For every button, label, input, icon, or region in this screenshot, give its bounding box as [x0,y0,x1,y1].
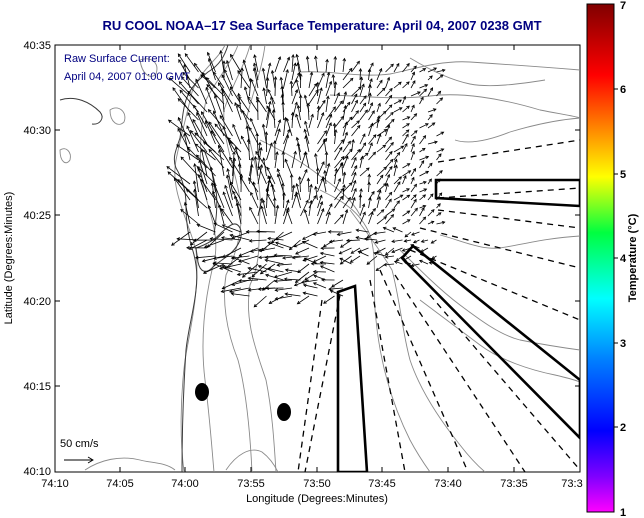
current-vector [283,102,284,120]
y-tick-label: 40:30 [23,125,51,137]
colorbar-label: Temperature (°C) [627,213,639,302]
colorbar-tick-label: 5 [620,169,626,181]
scale-label: 50 cm/s [60,438,99,450]
colorbar-tick-label: 3 [620,338,626,350]
colorbar-tick-label: 7 [620,0,626,12]
colorbar-tick-labels: 7 6 5 4 3 2 1 [620,0,627,518]
x-axis-label: Longitude (Degrees:Minutes) [246,493,388,505]
y-tick-labels: 40:35 40:30 40:25 40:20 40:15 40:10 [23,40,51,478]
y-tick-label: 40:10 [23,466,51,478]
colorbar-tick-label: 4 [620,253,627,265]
y-tick-label: 40:15 [23,381,51,393]
x-tick-label: 73:45 [368,478,396,490]
x-tick-label: 74:05 [106,478,134,490]
x-tick-label: 73:55 [237,478,265,490]
colorbar-tick-label: 2 [620,422,626,434]
x-tick-label: 73:40 [434,478,462,490]
x-tick-label: 74:00 [171,478,199,490]
y-axis-label: Latitude (Degrees:Minutes) [3,192,15,325]
y-tick-label: 40:20 [23,296,51,308]
y-tick-label: 40:25 [23,210,51,222]
colorbar-tick-label: 1 [620,507,626,518]
colorbar-tick-label: 6 [620,84,626,96]
current-vector [360,195,361,208]
colorbar-tick-marks [614,89,618,427]
x-tick-label: 73:50 [303,478,331,490]
y-tick-label: 40:35 [23,40,51,52]
annotation-line-2: April 04, 2007 01:00 GMT [64,71,190,83]
annotation-line-1: Raw Surface Current: [64,53,170,65]
x-tick-label: 74:10 [41,478,69,490]
buoy-marker-2 [277,403,291,421]
x-tick-labels: 74:10 74:05 74:00 73:55 73:50 73:45 73:4… [41,478,582,490]
buoy-marker-1 [195,383,209,401]
x-tick-label: 73:35 [500,478,528,490]
colorbar [587,4,614,512]
x-tick-label: 73:3 [561,478,582,490]
